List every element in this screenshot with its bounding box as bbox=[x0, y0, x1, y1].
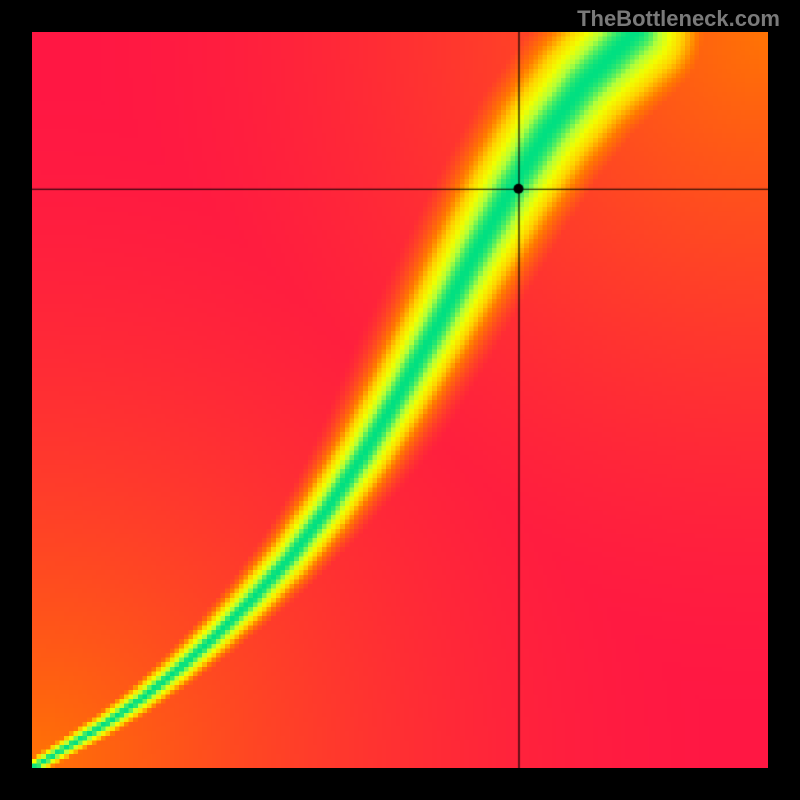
chart-container: TheBottleneck.com bbox=[0, 0, 800, 800]
crosshair-overlay bbox=[32, 32, 768, 768]
watermark-text: TheBottleneck.com bbox=[577, 6, 780, 32]
